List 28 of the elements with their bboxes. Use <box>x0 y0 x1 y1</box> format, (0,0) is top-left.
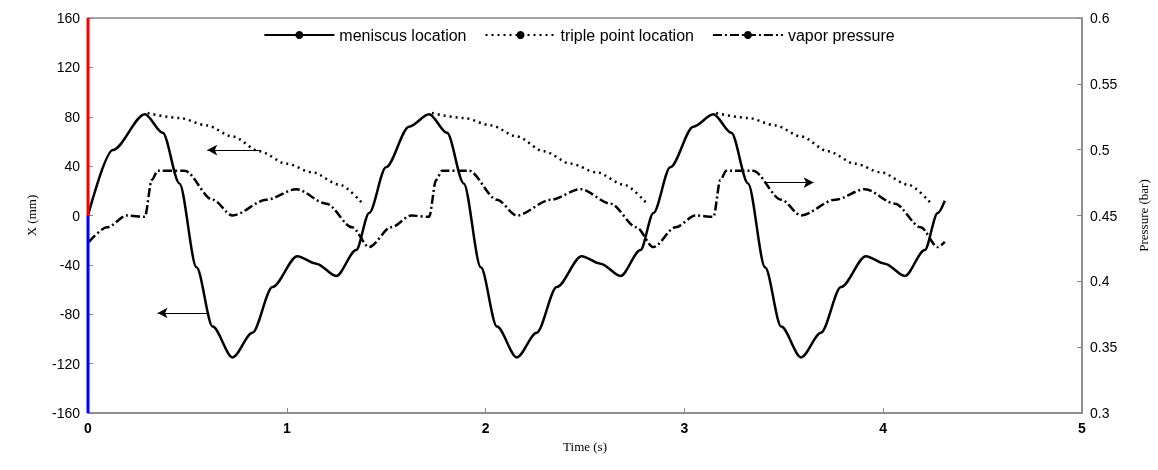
x-tick-label: 1 <box>282 420 291 436</box>
y2-tick-label: 0.55 <box>1090 75 1118 92</box>
y2-tick-label: 0.5 <box>1090 141 1110 158</box>
y-tick-label: 40 <box>64 158 81 175</box>
x-tick-label: 0 <box>84 420 93 436</box>
y-tick-label: 160 <box>56 10 81 26</box>
y-tick-label: 120 <box>56 59 81 76</box>
y2-axis-title: Pressure (bar) <box>1136 179 1151 252</box>
y2-tick-label: 0.3 <box>1090 405 1110 421</box>
y-tick-label: -80 <box>59 306 81 323</box>
y-tick-label: -160 <box>51 405 81 421</box>
y2-tick-label: 0.6 <box>1090 10 1110 26</box>
y-tick-label: 80 <box>64 108 81 125</box>
y2-tick-label: 0.35 <box>1090 339 1118 356</box>
y-tick-label: 0 <box>72 207 81 224</box>
x-tick-label: 4 <box>879 420 888 436</box>
x-tick-label: 2 <box>481 420 490 436</box>
x-tick-label: 3 <box>680 420 689 436</box>
y-tick-label: -40 <box>59 256 81 273</box>
y2-tick-label: 0.4 <box>1090 273 1110 290</box>
x-axis-title: Time (s) <box>563 438 607 454</box>
y-tick-label: -120 <box>51 355 81 372</box>
y-axis-title: X (mm) <box>24 194 39 237</box>
legend-label: triple point location <box>560 26 694 44</box>
legend-label: vapor pressure <box>787 26 895 44</box>
legend-label: meniscus location <box>339 26 467 44</box>
x-tick-label: 5 <box>1078 420 1087 436</box>
y2-tick-label: 0.45 <box>1090 207 1118 224</box>
